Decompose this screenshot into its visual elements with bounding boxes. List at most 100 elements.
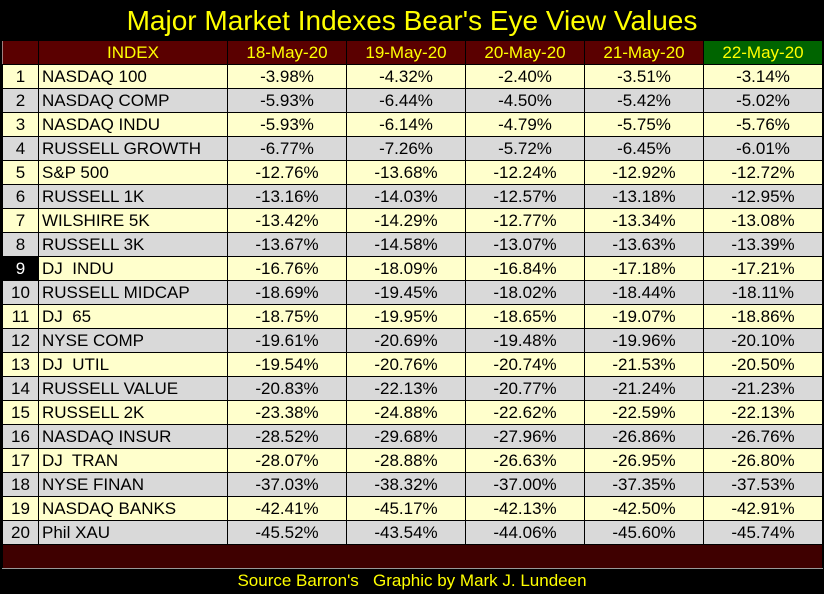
table-row: 18 NYSE FINAN -37.03% -38.32% -37.00% -37.35%… <box>2 472 823 497</box>
value-cell: -3.14% <box>703 64 823 89</box>
value-cell: -19.95% <box>346 304 466 329</box>
index-name: NASDAQ INSUR <box>38 424 228 449</box>
value-cell: -12.72% <box>703 160 823 185</box>
table-row: 4 RUSSELL GROWTH -6.77% -7.26% -5.72% -6.45% -… <box>2 136 823 161</box>
index-name: RUSSELL 3K <box>38 232 228 257</box>
value-cell: -13.07% <box>465 232 585 257</box>
value-cell: -5.72% <box>465 136 585 161</box>
value-cell: -12.76% <box>227 160 347 185</box>
column-header-date-20-may: 20-May-20 <box>465 40 585 65</box>
row-number: 12 <box>2 328 39 353</box>
value-cell: -18.69% <box>227 280 347 305</box>
index-name: NASDAQ BANKS <box>38 496 228 521</box>
value-cell: -13.08% <box>703 208 823 233</box>
index-name: RUSSELL 2K <box>38 400 228 425</box>
value-cell: -26.76% <box>703 424 823 449</box>
table-row: 14 RUSSELL VALUE -20.83% -22.13% -20.77% -21.… <box>2 376 823 401</box>
value-cell: -42.41% <box>227 496 347 521</box>
value-cell: -5.02% <box>703 88 823 113</box>
index-name: NYSE COMP <box>38 328 228 353</box>
row-number: 13 <box>2 352 39 377</box>
value-cell: -6.44% <box>346 88 466 113</box>
value-cell: -18.65% <box>465 304 585 329</box>
table-row: 9 DJ INDU -16.76% -18.09% -16.84% -17.18% -17.… <box>2 256 823 281</box>
row-number: 15 <box>2 400 39 425</box>
row-number: 7 <box>2 208 39 233</box>
value-cell: -19.54% <box>227 352 347 377</box>
value-cell: -38.32% <box>346 472 466 497</box>
row-number: 2 <box>2 88 39 113</box>
table-row: 15 RUSSELL 2K -23.38% -24.88% -22.62% -22.59%… <box>2 400 823 425</box>
value-cell: -22.62% <box>465 400 585 425</box>
row-number: 3 <box>2 112 39 137</box>
row-number: 17 <box>2 448 39 473</box>
row-number: 5 <box>2 160 39 185</box>
value-cell: -17.18% <box>584 256 704 281</box>
value-cell: -3.51% <box>584 64 704 89</box>
table-row: 7 WILSHIRE 5K -13.42% -14.29% -12.77% -13.34%… <box>2 208 823 233</box>
value-cell: -45.52% <box>227 520 347 545</box>
value-cell: -19.96% <box>584 328 704 353</box>
index-name: DJ TRAN <box>38 448 228 473</box>
source-footer: Source Barron's Graphic by Mark J. Lunde… <box>237 571 587 590</box>
value-cell: -18.75% <box>227 304 347 329</box>
table-row: 1 NASDAQ 100 -3.98% -4.32% -2.40% -3.51% -3.14… <box>2 64 823 89</box>
value-cell: -28.88% <box>346 448 466 473</box>
footer-band-cell <box>2 544 823 569</box>
value-cell: -7.26% <box>346 136 466 161</box>
index-name: NASDAQ COMP <box>38 88 228 113</box>
footer-band <box>2 544 823 569</box>
header-row: INDEX 18-May-20 19-May-20 20-May-20 21-May-2… <box>2 40 823 65</box>
table-row: 19 NASDAQ BANKS -42.41% -45.17% -42.13% -42.5… <box>2 496 823 521</box>
value-cell: -43.54% <box>346 520 466 545</box>
value-cell: -17.21% <box>703 256 823 281</box>
value-cell: -13.18% <box>584 184 704 209</box>
value-cell: -6.14% <box>346 112 466 137</box>
value-cell: -6.01% <box>703 136 823 161</box>
value-cell: -27.96% <box>465 424 585 449</box>
value-cell: -26.63% <box>465 448 585 473</box>
index-name: RUSSELL 1K <box>38 184 228 209</box>
value-cell: -14.03% <box>346 184 466 209</box>
value-cell: -45.60% <box>584 520 704 545</box>
table-row: 5 S&P 500 -12.76% -13.68% -12.24% -12.92% -12.… <box>2 160 823 185</box>
value-cell: -20.76% <box>346 352 466 377</box>
value-cell: -16.76% <box>227 256 347 281</box>
page-title: Major Market Indexes Bear's Eye View Val… <box>126 5 698 36</box>
value-cell: -6.45% <box>584 136 704 161</box>
value-cell: -5.93% <box>227 112 347 137</box>
index-name: RUSSELL GROWTH <box>38 136 228 161</box>
value-cell: -13.16% <box>227 184 347 209</box>
value-cell: -4.50% <box>465 88 585 113</box>
index-name: DJ INDU <box>38 256 228 281</box>
value-cell: -20.50% <box>703 352 823 377</box>
table-row: 20 Phil XAU -45.52% -43.54% -44.06% -45.60% -4… <box>2 520 823 545</box>
value-cell: -18.09% <box>346 256 466 281</box>
value-cell: -12.77% <box>465 208 585 233</box>
value-cell: -12.24% <box>465 160 585 185</box>
value-cell: -28.07% <box>227 448 347 473</box>
value-cell: -16.84% <box>465 256 585 281</box>
value-cell: -37.53% <box>703 472 823 497</box>
table-row: 12 NYSE COMP -19.61% -20.69% -19.48% -19.96% -… <box>2 328 823 353</box>
row-number: 1 <box>2 64 39 89</box>
value-cell: -22.13% <box>703 400 823 425</box>
value-cell: -13.42% <box>227 208 347 233</box>
table-row: 17 DJ TRAN -28.07% -28.88% -26.63% -26.95% -26… <box>2 448 823 473</box>
value-cell: -12.92% <box>584 160 704 185</box>
column-header-date-19-may: 19-May-20 <box>346 40 466 65</box>
value-cell: -22.59% <box>584 400 704 425</box>
value-cell: -42.91% <box>703 496 823 521</box>
index-name: NYSE FINAN <box>38 472 228 497</box>
row-number: 10 <box>2 280 39 305</box>
column-header-number <box>2 40 39 65</box>
value-cell: -26.80% <box>703 448 823 473</box>
value-cell: -12.95% <box>703 184 823 209</box>
value-cell: -37.03% <box>227 472 347 497</box>
value-cell: -18.44% <box>584 280 704 305</box>
value-cell: -13.34% <box>584 208 704 233</box>
index-table: INDEX 18-May-20 19-May-20 20-May-20 21-May-2… <box>2 40 823 569</box>
value-cell: -18.02% <box>465 280 585 305</box>
value-cell: -42.13% <box>465 496 585 521</box>
value-cell: -13.68% <box>346 160 466 185</box>
